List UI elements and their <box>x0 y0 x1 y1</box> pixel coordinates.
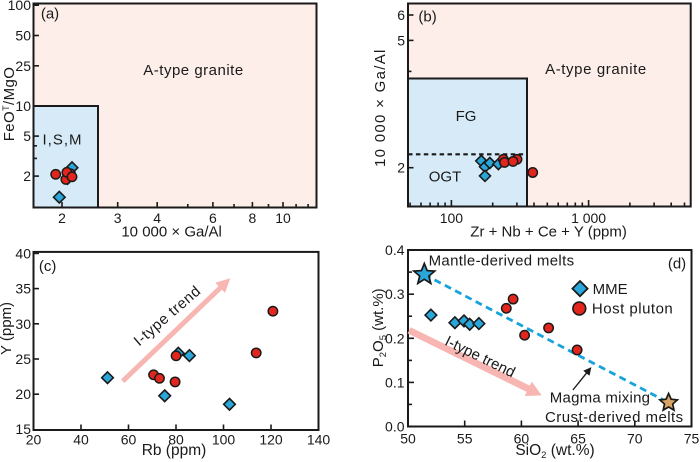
svg-text:10 000 × Ga/Al: 10 000 × Ga/Al <box>121 224 222 241</box>
svg-text:0.4: 0.4 <box>385 242 405 258</box>
svg-text:5: 5 <box>397 32 405 48</box>
svg-text:120: 120 <box>259 432 283 448</box>
svg-text:2: 2 <box>23 168 31 184</box>
svg-text:15: 15 <box>15 421 31 437</box>
svg-text:0.2: 0.2 <box>385 330 405 346</box>
svg-text:6: 6 <box>397 7 405 23</box>
svg-text:50: 50 <box>15 28 31 44</box>
svg-text:55: 55 <box>457 431 473 447</box>
svg-text:MME: MME <box>593 281 628 298</box>
svg-text:65: 65 <box>570 431 586 447</box>
svg-text:20: 20 <box>26 432 42 448</box>
svg-text:100: 100 <box>8 0 32 13</box>
svg-text:0.1: 0.1 <box>385 374 405 390</box>
svg-text:Crust-derived melts: Crust-derived melts <box>545 409 684 426</box>
svg-text:2: 2 <box>397 160 405 176</box>
svg-text:6: 6 <box>209 210 217 226</box>
svg-text:Magma mixing: Magma mixing <box>550 390 651 407</box>
svg-text:25: 25 <box>15 351 31 367</box>
svg-text:10: 10 <box>275 210 291 226</box>
svg-text:140: 140 <box>307 432 331 448</box>
svg-text:Mantle-derived melts: Mantle-derived melts <box>429 253 575 270</box>
svg-text:4: 4 <box>153 210 161 226</box>
svg-text:FG: FG <box>456 108 477 125</box>
svg-text:100: 100 <box>212 432 236 448</box>
svg-text:100: 100 <box>440 210 464 226</box>
svg-text:(b): (b) <box>418 8 436 25</box>
svg-text:10 000 × Ga/Al: 10 000 × Ga/Al <box>372 48 389 167</box>
svg-text:I,S,M: I,S,M <box>42 132 82 149</box>
svg-text:50: 50 <box>400 431 416 447</box>
svg-text:10: 10 <box>15 98 31 114</box>
svg-text:60: 60 <box>121 432 137 448</box>
svg-text:FeOT/MgO: FeOT/MgO <box>1 67 18 142</box>
svg-text:A-type granite: A-type granite <box>143 62 243 79</box>
svg-text:A-type granite: A-type granite <box>545 61 647 78</box>
svg-text:80: 80 <box>168 432 184 448</box>
svg-text:SiO2 (wt.%): SiO2 (wt.%) <box>515 442 594 461</box>
svg-text:5: 5 <box>23 128 31 144</box>
svg-text:Y (ppm): Y (ppm) <box>0 302 15 355</box>
svg-text:25: 25 <box>15 58 31 74</box>
svg-text:0.3: 0.3 <box>385 286 405 302</box>
svg-text:1 000: 1 000 <box>571 210 606 226</box>
svg-text:OGT: OGT <box>429 169 462 186</box>
svg-text:Host pluton: Host pluton <box>592 301 673 318</box>
svg-text:3: 3 <box>114 210 122 226</box>
svg-text:35: 35 <box>15 281 31 297</box>
svg-text:Zr + Nb + Ce + Y (ppm): Zr + Nb + Ce + Y (ppm) <box>470 224 627 241</box>
svg-text:75: 75 <box>684 431 700 447</box>
svg-text:70: 70 <box>627 431 643 447</box>
svg-text:20: 20 <box>15 386 31 402</box>
svg-text:40: 40 <box>73 432 89 448</box>
svg-text:Rb (ppm): Rb (ppm) <box>142 442 207 459</box>
svg-text:40: 40 <box>15 245 31 261</box>
svg-text:0.0: 0.0 <box>385 419 405 435</box>
svg-text:60: 60 <box>514 431 530 447</box>
svg-text:(d): (d) <box>668 256 686 273</box>
svg-text:(c): (c) <box>39 258 57 275</box>
svg-text:8: 8 <box>249 210 257 226</box>
svg-text:30: 30 <box>15 316 31 332</box>
svg-text:2: 2 <box>58 210 66 226</box>
svg-text:P2O5 (wt.%): P2O5 (wt.%) <box>370 288 389 367</box>
svg-text:(a): (a) <box>41 6 59 23</box>
